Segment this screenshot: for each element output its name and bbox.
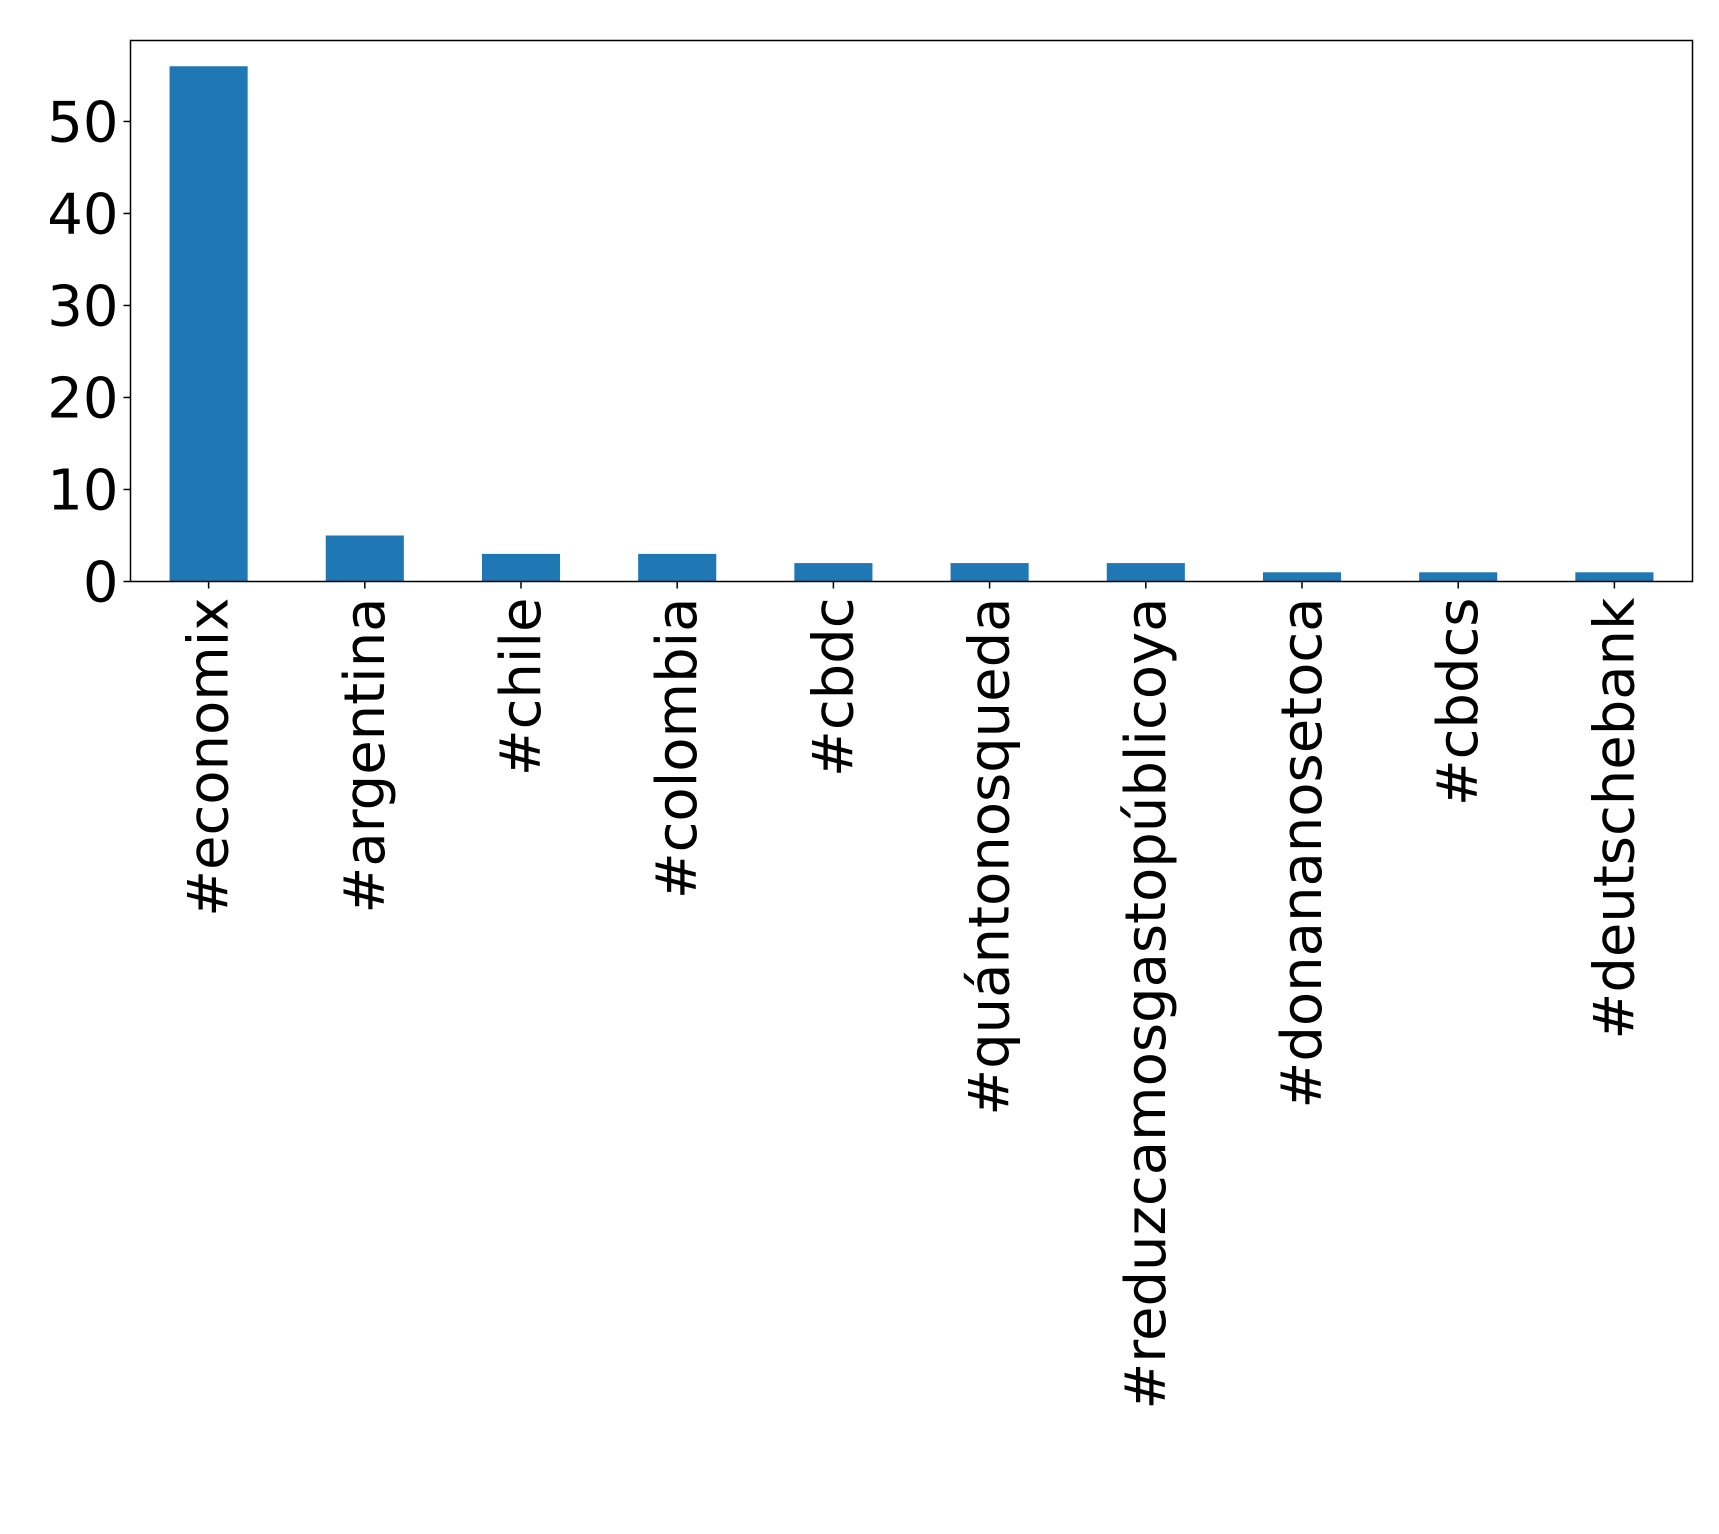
bar-2 [481,553,561,582]
plot-frame [129,39,1694,583]
x-tick-label-9: #deutschebank [1582,597,1647,1040]
bar-4 [794,563,873,582]
y-tick-label-3: 30 [47,274,118,339]
bar-1 [325,535,404,582]
bar-5 [950,563,1029,582]
y-tick-label-1: 10 [47,458,118,523]
bar-0 [169,66,248,582]
y-tick-label-4: 40 [47,182,118,247]
y-tick-label-5: 50 [47,90,118,155]
bar-9 [1575,572,1654,582]
bar-7 [1262,572,1342,582]
x-tick-label-6: #reduzcamosgastopúblicoya [1114,598,1179,1410]
x-tick-label-1: #argentina [333,598,398,914]
bar-6 [1106,563,1185,582]
x-tick-label-5: #quántonosqueda [958,598,1023,1116]
x-tick-label-7: #donananosetoca [1270,598,1335,1109]
x-tick-label-4: #cbdc [801,598,866,778]
x-tick-label-0: #economix [177,598,242,917]
x-tick-label-8: #cbdcs [1426,598,1491,807]
y-tick-label-0: 0 [83,551,119,616]
y-tick-label-2: 20 [47,366,118,431]
bar-8 [1419,572,1498,582]
x-tick-label-3: #colombia [645,598,710,900]
bars-layer [169,66,1654,582]
x-tick-label-2: #chile [489,598,554,777]
bar-3 [638,553,717,582]
y-axis-ticks: 0 10 20 30 40 50 [47,90,131,616]
x-axis-ticks: #economix #argentina #chile #colombia #cbdc #… [177,581,1647,1410]
